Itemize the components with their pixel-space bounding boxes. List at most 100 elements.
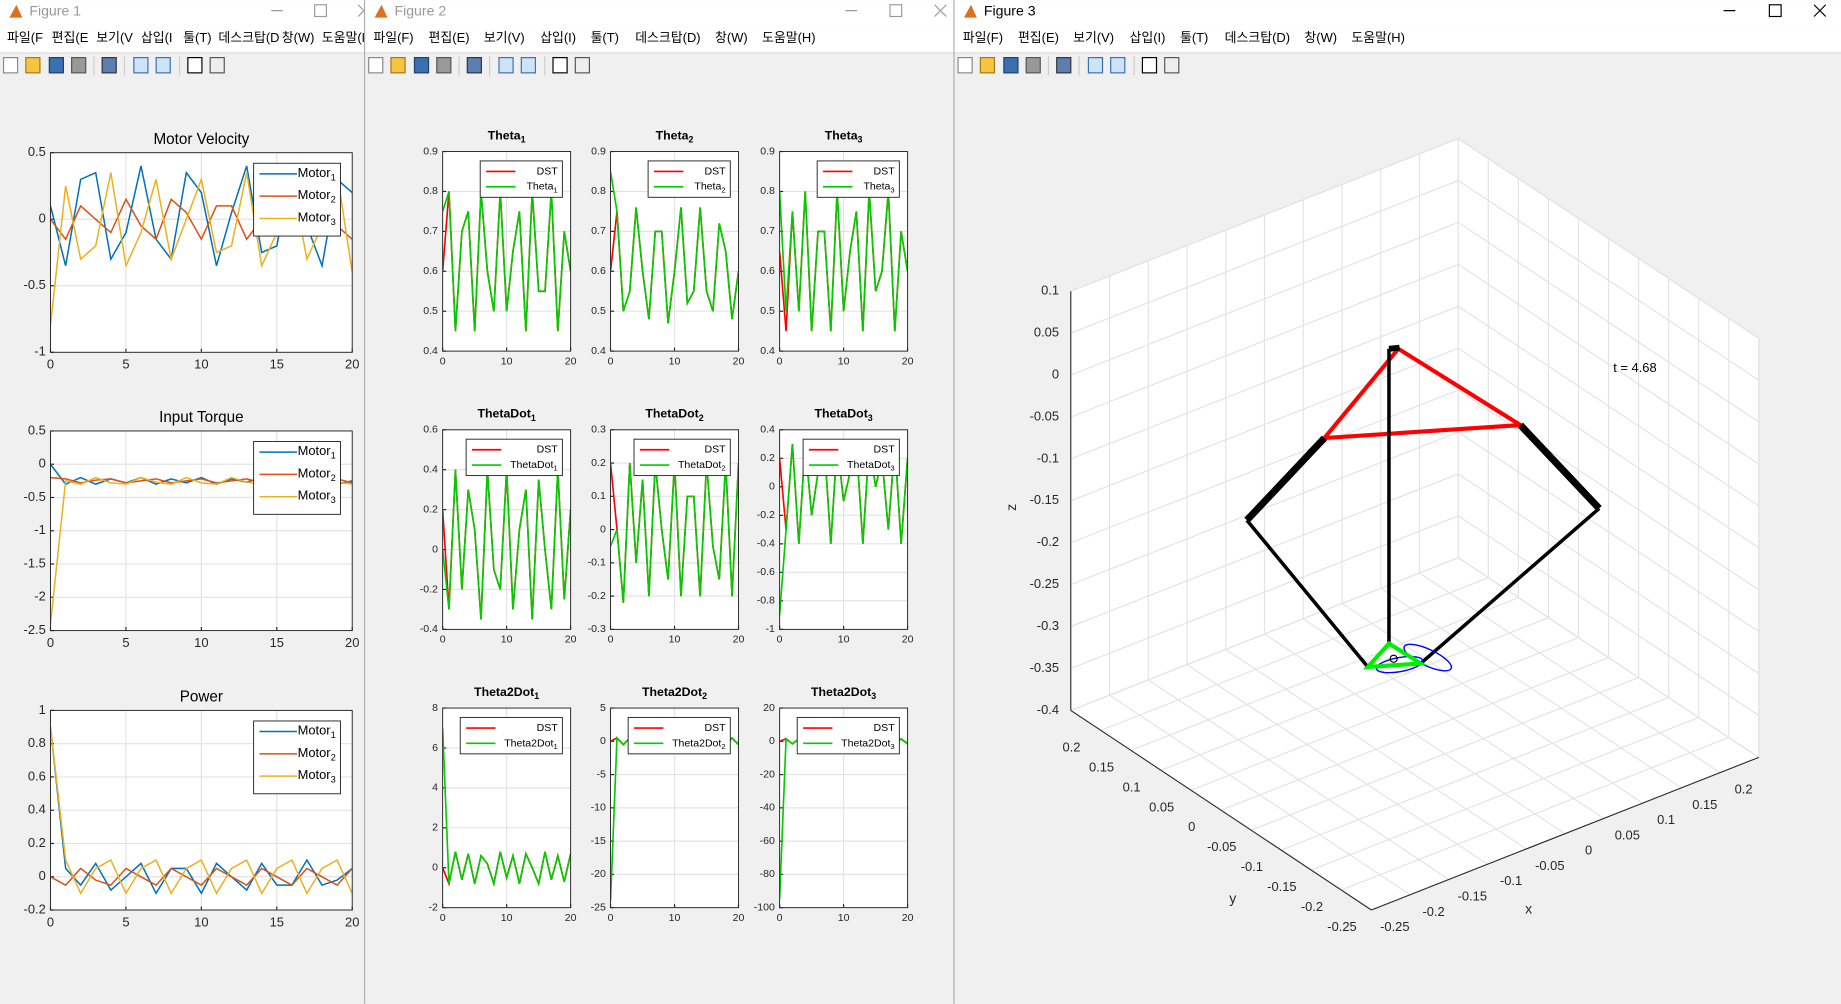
toolbar-button[interactable]	[133, 57, 149, 74]
menu-item[interactable]: 도움말(H)	[762, 30, 816, 45]
chart-title: Input Torque	[159, 409, 244, 426]
toolbar-button[interactable]	[187, 57, 203, 74]
menu-item[interactable]: 파일(F)	[963, 30, 1003, 45]
close-button[interactable]	[934, 4, 947, 17]
menu-item[interactable]: 보기(V)	[484, 30, 525, 45]
menu-item[interactable]: 편집(E)	[429, 30, 470, 45]
y-tick-label: -0.4	[757, 538, 775, 550]
toolbar-button[interactable]	[413, 57, 430, 74]
menu-item[interactable]: 툴(T)	[183, 30, 211, 45]
x-tick-label: 0	[47, 914, 54, 929]
toolbar-button[interactable]	[1025, 57, 1041, 74]
menu-item[interactable]: 데스크탑(D	[218, 30, 279, 45]
window-title: Figure 1	[29, 3, 81, 19]
z-tick-label: -0.1	[1037, 450, 1059, 465]
menu-item[interactable]: 데스크탑(D)	[635, 30, 700, 45]
grid-line	[1100, 577, 1489, 731]
toolbar-button[interactable]	[979, 57, 996, 74]
menu-item[interactable]: 창(W)	[282, 30, 315, 45]
menu-item[interactable]: 삽입(I)	[1129, 30, 1165, 45]
maximize-button[interactable]	[889, 4, 903, 18]
menu-item[interactable]: 창(W)	[715, 30, 748, 45]
x-tick-label: 20	[565, 634, 577, 646]
toolbar-button[interactable]	[101, 57, 117, 74]
x-tick-label: -0.05	[1535, 858, 1564, 873]
y-tick-label: -0.2	[420, 583, 438, 595]
toolbar-button[interactable]	[2, 57, 19, 74]
axis-line	[1371, 756, 1760, 911]
toolbar-button[interactable]	[1056, 57, 1072, 74]
y-tick-label: 0.8	[760, 185, 775, 197]
x-tick-label: 0.15	[1692, 797, 1717, 812]
toolbar-button[interactable]	[48, 57, 64, 74]
close-button[interactable]	[357, 4, 370, 17]
menu-item[interactable]: 파일(F)	[373, 30, 413, 45]
toolbar-button[interactable]	[390, 57, 406, 74]
legend-label-text: Motor	[298, 723, 332, 738]
toolbar-button[interactable]	[574, 57, 590, 74]
y-tick-label: 0	[600, 523, 606, 535]
menu-item[interactable]: 도움말(H	[322, 30, 371, 45]
toolbar-button[interactable]	[520, 57, 536, 74]
menu-item[interactable]: 삽입(I	[141, 30, 173, 45]
toolbar-button[interactable]	[1110, 57, 1126, 74]
z-tick-label: 0	[1052, 366, 1059, 381]
toolbar-button[interactable]	[155, 57, 171, 74]
x-tick-label: 20	[902, 355, 914, 367]
toolbar-button[interactable]	[957, 57, 973, 74]
toolbar-button[interactable]	[552, 57, 568, 74]
menu-item[interactable]: 창(W)	[1304, 30, 1337, 45]
y-tick-label: 0	[432, 862, 438, 874]
chart-title: ThetaDot1	[477, 407, 535, 423]
x-tick-label: 10	[194, 635, 208, 650]
x-tick-label: 0	[777, 634, 783, 646]
menu-item[interactable]: 파일(F	[7, 30, 43, 45]
close-button[interactable]	[1813, 4, 1827, 17]
menu-item[interactable]: 삽입(I)	[540, 30, 576, 45]
legend-label: Theta2Dot3	[841, 737, 894, 751]
toolbar-button[interactable]	[1164, 57, 1180, 74]
toolbar-button[interactable]	[1087, 57, 1104, 74]
toolbar-button[interactable]	[1141, 57, 1158, 74]
toolbar-button[interactable]	[71, 57, 87, 74]
axes-box	[50, 152, 353, 353]
x-tick-label: 10	[501, 355, 513, 367]
y-tick-label: 0.5	[760, 305, 775, 317]
legend-label: Motor1	[298, 723, 336, 741]
y-tick-label: -0.2	[757, 509, 775, 521]
legend-label-text: Theta	[863, 181, 890, 193]
menu-item[interactable]: 도움말(H)	[1351, 30, 1405, 45]
menu-item[interactable]: 보기(V)	[1073, 30, 1114, 45]
chart-title-subscript: 3	[871, 691, 876, 701]
maximize-button[interactable]	[314, 4, 327, 18]
legend-label: ThetaDot1	[510, 459, 558, 473]
y-tick-label: 0	[600, 735, 606, 747]
menu-item[interactable]: 보기(V	[96, 30, 133, 45]
y-tick-label: -0.15	[1267, 879, 1296, 894]
y-tick-label: 8	[432, 702, 438, 714]
z-tick-label: -0.4	[1037, 702, 1059, 717]
toolbar-button[interactable]	[25, 57, 41, 74]
maximize-button[interactable]	[1768, 4, 1782, 18]
chart-title-text: Theta	[488, 129, 521, 143]
menu-item[interactable]: 툴(T)	[1180, 30, 1208, 45]
chart-title-text: Theta2Dot	[474, 685, 534, 699]
toolbar-button[interactable]	[498, 57, 514, 74]
menu-item[interactable]: 툴(T)	[591, 30, 619, 45]
toolbar-button[interactable]	[209, 57, 225, 74]
toolbar-button[interactable]	[368, 57, 384, 74]
legend-label: ThetaDot2	[678, 459, 726, 473]
toolbar-button[interactable]	[436, 57, 452, 74]
menu-item[interactable]: 편집(E)	[1018, 30, 1059, 45]
chart-title-text: ThetaDot	[814, 407, 867, 421]
toolbar-button[interactable]	[1003, 57, 1019, 74]
plot-lines	[442, 727, 571, 887]
z-axis-label: z	[1003, 504, 1019, 511]
menu-item[interactable]: 데스크탑(D)	[1225, 30, 1290, 45]
toolbar-button[interactable]	[466, 57, 482, 74]
z-tick-label: -0.25	[1030, 576, 1059, 591]
menu-item[interactable]: 편집(E	[52, 30, 89, 45]
grid-line	[1160, 617, 1549, 771]
legend-label-text: Motor	[298, 466, 332, 481]
chart-title-text: Input Torque	[159, 409, 244, 426]
